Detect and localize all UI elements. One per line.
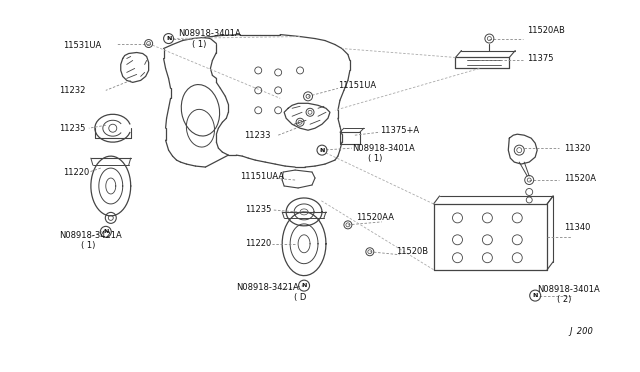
Text: 11151UA: 11151UA	[338, 81, 376, 90]
Text: N08918-3401A: N08918-3401A	[179, 29, 241, 38]
Text: N08918-3421A: N08918-3421A	[236, 283, 299, 292]
Text: 11235: 11235	[245, 205, 271, 214]
Text: N: N	[103, 229, 109, 234]
Text: 11375: 11375	[527, 54, 554, 63]
Text: 11531UA: 11531UA	[63, 41, 101, 50]
Text: 11220: 11220	[63, 167, 89, 177]
Text: N: N	[166, 36, 172, 41]
Text: J  200: J 200	[569, 327, 593, 336]
Text: N: N	[532, 293, 538, 298]
Text: N08918-3401A: N08918-3401A	[537, 285, 600, 294]
Text: ( D: ( D	[294, 293, 307, 302]
Text: 11320: 11320	[564, 144, 591, 153]
Text: N: N	[319, 148, 324, 153]
Text: ( 1): ( 1)	[368, 154, 382, 163]
Text: 11375+A: 11375+A	[380, 126, 419, 135]
Text: 11520AB: 11520AB	[527, 26, 565, 35]
Text: 11340: 11340	[564, 223, 591, 232]
Text: 11520AA: 11520AA	[356, 214, 394, 222]
Text: ( 2): ( 2)	[557, 295, 572, 304]
Text: 11151UAA: 11151UAA	[240, 171, 284, 180]
Text: 11520B: 11520B	[396, 247, 428, 256]
Text: N08918-3421A: N08918-3421A	[59, 231, 122, 240]
Text: 11232: 11232	[59, 86, 85, 95]
Text: 11235: 11235	[59, 124, 85, 133]
Text: ( 1): ( 1)	[193, 40, 207, 49]
Text: ( 1): ( 1)	[81, 241, 95, 250]
Text: 11233: 11233	[244, 131, 271, 140]
Text: 11220: 11220	[245, 239, 271, 248]
Text: N08918-3401A: N08918-3401A	[352, 144, 415, 153]
Text: 11520A: 11520A	[564, 173, 596, 183]
Text: N: N	[301, 283, 307, 288]
